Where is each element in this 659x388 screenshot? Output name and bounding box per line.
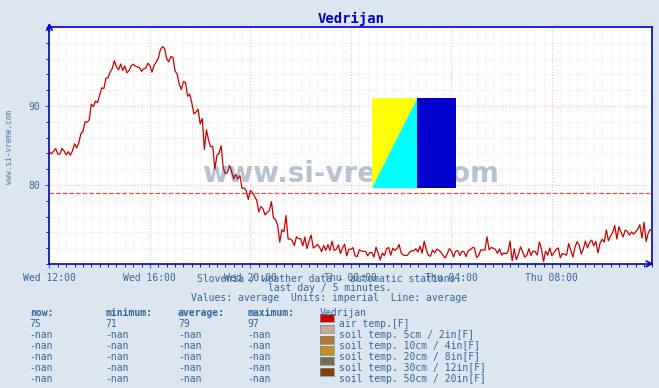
Text: -nan: -nan: [105, 330, 129, 340]
Text: -nan: -nan: [105, 374, 129, 384]
Text: -nan: -nan: [178, 374, 202, 384]
Text: soil temp. 50cm / 20in[F]: soil temp. 50cm / 20in[F]: [339, 374, 486, 384]
Text: -nan: -nan: [30, 363, 53, 373]
Text: -nan: -nan: [247, 363, 271, 373]
Text: -nan: -nan: [105, 341, 129, 351]
Text: minimum:: minimum:: [105, 308, 152, 319]
Text: 79: 79: [178, 319, 190, 329]
Text: soil temp. 5cm / 2in[F]: soil temp. 5cm / 2in[F]: [339, 330, 474, 340]
Text: maximum:: maximum:: [247, 308, 294, 319]
Text: soil temp. 10cm / 4in[F]: soil temp. 10cm / 4in[F]: [339, 341, 480, 351]
Text: -nan: -nan: [105, 363, 129, 373]
Text: Vedrijan: Vedrijan: [320, 308, 366, 319]
Text: 75: 75: [30, 319, 42, 329]
Text: -nan: -nan: [247, 330, 271, 340]
Text: -nan: -nan: [178, 341, 202, 351]
Text: -nan: -nan: [247, 352, 271, 362]
Text: 71: 71: [105, 319, 117, 329]
Text: -nan: -nan: [30, 341, 53, 351]
Text: -nan: -nan: [247, 341, 271, 351]
Title: Vedrijan: Vedrijan: [318, 12, 384, 26]
Text: -nan: -nan: [178, 330, 202, 340]
Polygon shape: [372, 98, 417, 188]
Text: now:: now:: [30, 308, 53, 319]
Text: last day / 5 minutes.: last day / 5 minutes.: [268, 283, 391, 293]
Text: www.si-vreme.com: www.si-vreme.com: [5, 111, 14, 184]
Text: -nan: -nan: [105, 352, 129, 362]
Text: air temp.[F]: air temp.[F]: [339, 319, 410, 329]
Text: -nan: -nan: [30, 330, 53, 340]
Text: www.si-vreme.com: www.si-vreme.com: [202, 160, 500, 188]
Text: -nan: -nan: [30, 374, 53, 384]
Text: average:: average:: [178, 308, 225, 319]
Polygon shape: [372, 98, 417, 188]
Text: soil temp. 20cm / 8in[F]: soil temp. 20cm / 8in[F]: [339, 352, 480, 362]
Text: Slovenia / weather data - automatic stations.: Slovenia / weather data - automatic stat…: [197, 274, 462, 284]
Text: Values: average  Units: imperial  Line: average: Values: average Units: imperial Line: av…: [191, 293, 468, 303]
Bar: [417, 98, 455, 188]
Text: soil temp. 30cm / 12in[F]: soil temp. 30cm / 12in[F]: [339, 363, 486, 373]
Text: -nan: -nan: [247, 374, 271, 384]
Text: -nan: -nan: [30, 352, 53, 362]
Text: -nan: -nan: [178, 363, 202, 373]
Text: 97: 97: [247, 319, 259, 329]
Text: -nan: -nan: [178, 352, 202, 362]
